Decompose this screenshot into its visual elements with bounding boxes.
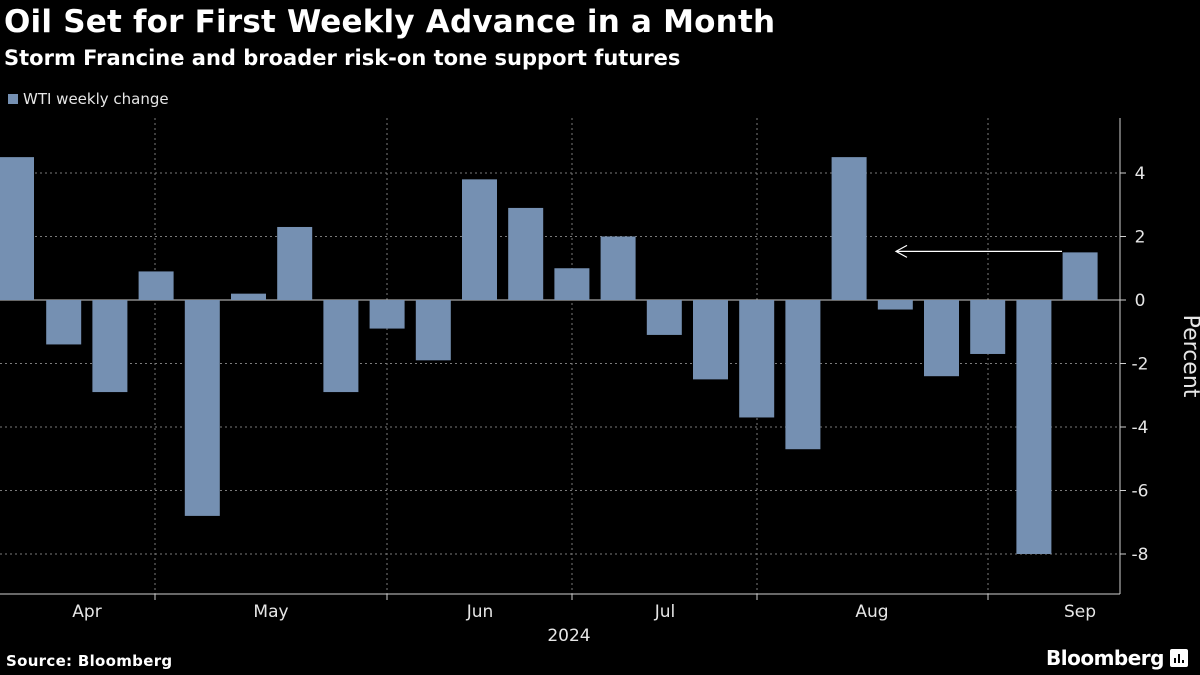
y-tick-label: -8	[1132, 545, 1149, 565]
x-tick-label: Sep	[1064, 602, 1096, 622]
chart-subtitle: Storm Francine and broader risk-on tone …	[4, 46, 681, 70]
bar	[0, 157, 34, 300]
bar	[369, 300, 405, 329]
bar	[46, 300, 82, 345]
brand-logo: Bloomberg	[1046, 646, 1188, 670]
bar	[277, 226, 313, 300]
x-tick-label: Jun	[466, 602, 494, 622]
source-note: Source: Bloomberg	[6, 652, 173, 670]
bar	[554, 268, 590, 300]
bar	[184, 300, 220, 516]
y-tick-label: -6	[1132, 482, 1149, 502]
bar	[970, 300, 1006, 354]
y-tick-label: -4	[1132, 418, 1149, 438]
bar	[92, 300, 128, 393]
x-tick-label: Aug	[855, 602, 888, 622]
bar	[323, 300, 359, 393]
annotation-arrow-head	[894, 244, 908, 258]
bar	[739, 300, 775, 418]
bar	[1062, 252, 1098, 300]
bar	[831, 157, 867, 300]
y-tick-label: 4	[1135, 164, 1146, 184]
x-tick-label: Apr	[72, 602, 101, 622]
bar	[508, 207, 544, 300]
y-tick-label: -2	[1132, 355, 1149, 375]
bar	[231, 293, 266, 300]
legend-swatch	[8, 94, 18, 104]
y-axis-title: Percent	[1178, 315, 1200, 398]
legend: WTI weekly change	[8, 90, 169, 108]
bar	[462, 179, 497, 300]
bar	[646, 300, 682, 335]
legend-label: WTI weekly change	[23, 90, 169, 108]
bar	[415, 300, 451, 361]
x-tick-label: May	[253, 602, 288, 622]
brand-name: Bloomberg	[1046, 646, 1164, 670]
bar	[600, 236, 636, 300]
chart-title: Oil Set for First Weekly Advance in a Mo…	[4, 4, 776, 40]
bar	[1016, 300, 1052, 554]
x-axis-year-label: 2024	[547, 626, 590, 646]
bar	[877, 300, 913, 310]
bloomberg-chart-icon	[1169, 649, 1188, 667]
x-tick-label: Jul	[654, 602, 676, 622]
bar	[138, 271, 174, 300]
y-tick-label: 0	[1135, 291, 1146, 311]
bar	[924, 300, 959, 377]
bar	[693, 300, 728, 380]
y-tick-label: 2	[1135, 228, 1146, 248]
bar	[785, 300, 821, 450]
